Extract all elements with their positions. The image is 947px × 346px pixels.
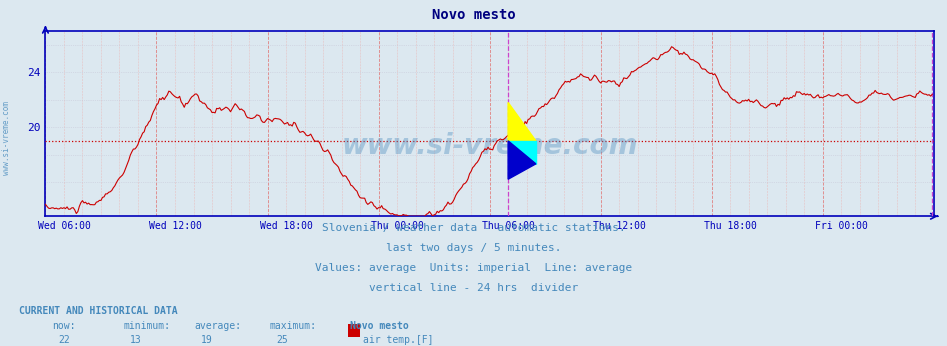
Text: vertical line - 24 hrs  divider: vertical line - 24 hrs divider: [369, 283, 578, 293]
Text: maximum:: maximum:: [270, 321, 317, 331]
Text: average:: average:: [194, 321, 241, 331]
Text: Novo mesto: Novo mesto: [432, 8, 515, 21]
Text: 22: 22: [59, 335, 70, 345]
Text: now:: now:: [52, 321, 76, 331]
Polygon shape: [509, 141, 536, 179]
Polygon shape: [509, 102, 536, 141]
Text: air temp.[F]: air temp.[F]: [363, 335, 433, 345]
Text: Novo mesto: Novo mesto: [350, 321, 409, 331]
Text: Slovenia / weather data - automatic stations.: Slovenia / weather data - automatic stat…: [322, 223, 625, 233]
Text: 13: 13: [130, 335, 141, 345]
Text: www.si-vreme.com: www.si-vreme.com: [341, 132, 638, 160]
Text: last two days / 5 minutes.: last two days / 5 minutes.: [385, 243, 562, 253]
Text: CURRENT AND HISTORICAL DATA: CURRENT AND HISTORICAL DATA: [19, 306, 178, 316]
Text: 19: 19: [201, 335, 212, 345]
Text: Values: average  Units: imperial  Line: average: Values: average Units: imperial Line: av…: [314, 263, 633, 273]
Text: 25: 25: [277, 335, 288, 345]
Text: minimum:: minimum:: [123, 321, 170, 331]
Text: www.si-vreme.com: www.si-vreme.com: [2, 101, 11, 175]
Polygon shape: [509, 141, 536, 164]
